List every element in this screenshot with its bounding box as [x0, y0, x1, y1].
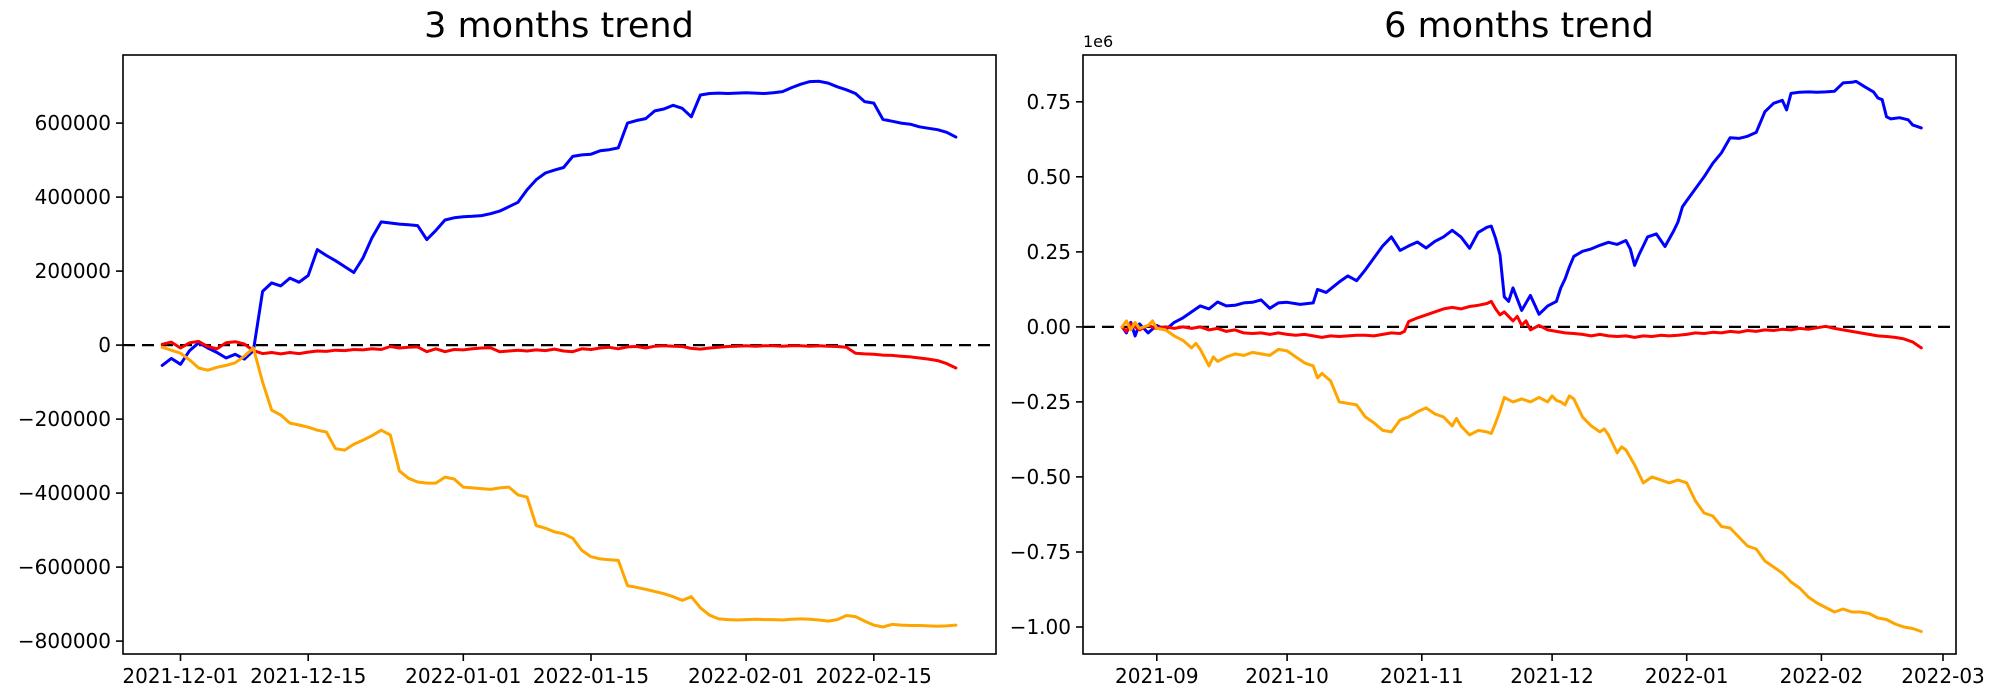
y-tick-label: −600000 — [18, 555, 111, 579]
x-tick-label: 2021-12 — [1510, 664, 1594, 688]
x-tick-label: 2022-02-01 — [688, 664, 804, 688]
y-tick-label: 0 — [98, 333, 111, 357]
x-tick-label: 2022-01 — [1645, 664, 1729, 688]
series-line-orange — [1120, 319, 1923, 633]
x-tick-label: 2022-02-15 — [816, 664, 932, 688]
x-tick-label: 2022-01-01 — [405, 664, 521, 688]
series-line-red — [160, 339, 958, 370]
x-tick-label: 2022-01-15 — [533, 664, 649, 688]
series-line-red — [1120, 299, 1923, 350]
y-tick-label: 200000 — [35, 259, 111, 283]
x-tick-label: 2021-11 — [1380, 664, 1464, 688]
x-tick-label: 2021-10 — [1245, 664, 1329, 688]
x-tick-label: 2021-12-01 — [122, 664, 238, 688]
y-tick-label: 0.75 — [1026, 90, 1071, 114]
x-tick-label: 2022-02 — [1780, 664, 1864, 688]
y-tick-label: −0.50 — [1010, 465, 1071, 489]
y-tick-label: 0.50 — [1026, 165, 1071, 189]
axis-offset-label: 1e6 — [1083, 32, 1113, 51]
x-tick-label: 2021-09 — [1115, 664, 1199, 688]
y-tick-label: 0.25 — [1026, 240, 1071, 264]
chart-6-months-trend: 6 months trend 2021-09 2021-10 2021-11 2021… — [1010, 6, 1985, 688]
series-line-blue — [160, 79, 958, 367]
chart-3-months-trend: 3 months trend 2021-12-01 2021-12-15 2022-… — [18, 6, 997, 688]
y-tick-label: −1.00 — [1010, 615, 1071, 639]
y-tick-label: −0.25 — [1010, 390, 1071, 414]
x-tick-label: 2021-12-15 — [250, 664, 366, 688]
y-tick-label: −800000 — [18, 629, 111, 653]
series-line-blue — [1120, 79, 1923, 338]
x-tick-label: 2022-03 — [1901, 664, 1985, 688]
chart-title-3-months: 3 months trend — [424, 6, 694, 46]
plot-border — [122, 54, 997, 655]
y-tick-label: −200000 — [18, 407, 111, 431]
y-tick-label: 0.00 — [1026, 315, 1071, 339]
y-tick-label: −0.75 — [1010, 540, 1071, 564]
plot-border — [1082, 54, 1957, 655]
y-tick-label: 400000 — [35, 185, 111, 209]
y-tick-label: −400000 — [18, 481, 111, 505]
y-tick-label: 600000 — [35, 111, 111, 135]
chart-title-6-months: 6 months trend — [1384, 6, 1654, 46]
series-line-orange — [160, 345, 958, 629]
